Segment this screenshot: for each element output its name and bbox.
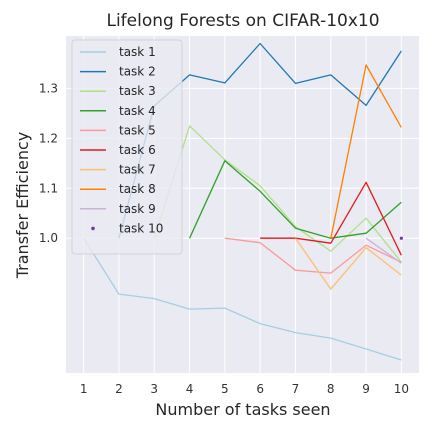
x-tick-label: 2 bbox=[115, 382, 123, 396]
series-1 bbox=[83, 237, 402, 361]
legend-label: task 9 bbox=[119, 202, 156, 216]
x-tick-label: 1 bbox=[80, 382, 88, 396]
x-tick-label: 4 bbox=[186, 382, 194, 396]
legend-item: task 9 bbox=[80, 202, 156, 216]
legend: task 1 task 2 task 3 task 4 task 5 task 6 task… bbox=[71, 39, 183, 255]
legend-item: task 3 bbox=[80, 84, 156, 98]
chart-title: Lifelong Forests on CIFAR-10x10 bbox=[106, 11, 379, 31]
x-axis-label: Number of tasks seen bbox=[155, 400, 330, 419]
x-tick-label: 9 bbox=[362, 382, 370, 396]
series-line bbox=[330, 64, 402, 239]
x-tick-label: 6 bbox=[256, 382, 264, 396]
x-tick-label: 8 bbox=[327, 382, 335, 396]
series-9 bbox=[365, 237, 402, 264]
legend-item: task 1 bbox=[80, 45, 156, 59]
legend-label: task 1 bbox=[119, 45, 156, 59]
legend-label: task 3 bbox=[119, 84, 156, 98]
series-line bbox=[153, 125, 402, 263]
legend-item: task 10 bbox=[91, 221, 163, 235]
legend-label: task 8 bbox=[119, 182, 156, 196]
legend-box bbox=[71, 39, 183, 255]
series-line bbox=[294, 237, 402, 290]
series-3 bbox=[153, 125, 402, 263]
legend-item: task 5 bbox=[80, 123, 156, 137]
series-6 bbox=[260, 181, 402, 256]
x-tick-label: 10 bbox=[394, 382, 409, 396]
x-tick-labels: 1 2 3 4 5 6 7 8 9 10 bbox=[80, 382, 409, 396]
x-tick-label: 7 bbox=[292, 382, 300, 396]
series-5 bbox=[224, 237, 402, 274]
series-line bbox=[260, 181, 402, 256]
series-line bbox=[365, 237, 402, 264]
series-line bbox=[224, 237, 402, 274]
legend-item: task 7 bbox=[80, 163, 156, 177]
y-tick-labels: 1.0 1.1 1.2 1.3 bbox=[39, 81, 58, 245]
legend-label: task 2 bbox=[119, 65, 156, 79]
data-point bbox=[399, 236, 403, 240]
series-8 bbox=[330, 64, 402, 239]
legend-label: task 7 bbox=[119, 163, 156, 177]
series-4 bbox=[189, 160, 402, 239]
legend-label: task 4 bbox=[119, 104, 156, 118]
legend-item: task 4 bbox=[80, 104, 156, 118]
y-tick-label: 1.3 bbox=[39, 81, 58, 95]
legend-label: task 10 bbox=[119, 221, 163, 235]
legend-label: task 6 bbox=[119, 143, 156, 157]
legend-item: task 2 bbox=[80, 65, 156, 79]
series-line bbox=[83, 237, 402, 361]
x-tick-label: 3 bbox=[150, 382, 158, 396]
y-tick-label: 1.2 bbox=[39, 131, 58, 145]
series-line bbox=[189, 160, 402, 239]
series-10 bbox=[399, 236, 403, 240]
legend-item: task 8 bbox=[80, 182, 156, 196]
legend-item: task 6 bbox=[80, 143, 156, 157]
series-7 bbox=[294, 237, 402, 290]
legend-swatch bbox=[91, 226, 95, 231]
y-tick-label: 1.1 bbox=[39, 181, 58, 195]
y-axis-label: Transfer Efficiency bbox=[13, 132, 32, 280]
y-tick-label: 1.0 bbox=[39, 231, 58, 245]
x-tick-label: 5 bbox=[221, 382, 229, 396]
legend-label: task 5 bbox=[119, 123, 156, 137]
